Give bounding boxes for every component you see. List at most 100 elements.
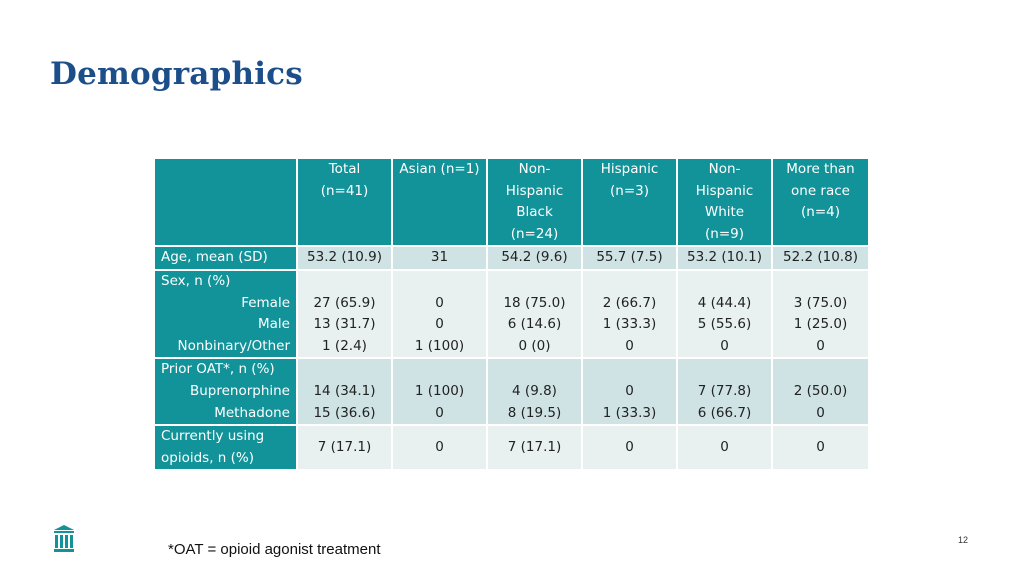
table-cell [298,270,393,293]
table-cell [298,359,393,381]
row-label: Age, mean (SD) [155,247,298,271]
footnote: *OAT = opioid agonist treatment [168,541,381,558]
col-header-nh-black: Non- Hispanic Black (n=24) [488,159,583,248]
table-row-methadone: Methadone 15 (36.6) 0 8 (19.5) 1 (33.3) … [155,402,868,427]
row-label: Methadone [155,402,298,427]
table-cell [393,359,488,381]
table-cell: 1 (33.3) [583,314,678,336]
col-header-total: Total (n=41) [298,159,393,248]
table-cell: 14 (34.1) [298,380,393,403]
table-cell: 5 (55.6) [678,314,773,336]
table-cell: 1 (25.0) [773,314,868,336]
table-cell [583,270,678,293]
col-header-line: (n=41) [320,182,369,199]
table-cell: 0 [678,426,773,470]
table-cell: 7 (17.1) [298,426,393,470]
table-row-age: Age, mean (SD) 53.2 (10.9) 31 54.2 (9.6)… [155,247,868,271]
table-row-nonbinary: Nonbinary/Other 1 (2.4) 1 (100) 0 (0) 0 … [155,335,868,360]
table-cell: 13 (31.7) [298,314,393,336]
header-corner [155,159,298,248]
table-cell [488,270,583,293]
table-cell [773,359,868,381]
table-cell: 2 (50.0) [773,380,868,403]
table-cell: 55.7 (7.5) [583,247,678,271]
col-header-hispanic: Hispanic (n=3) [583,159,678,248]
col-header-line: Asian (n=1) [399,161,480,177]
table-cell: 8 (19.5) [488,402,583,427]
page-number: 12 [958,535,969,545]
row-label: Buprenorphine [155,380,298,403]
col-header-line: Total [328,161,361,177]
col-header-line: Hispanic [505,182,564,199]
table-cell: 0 [678,335,773,360]
row-label-line: opioids, n (%) [161,449,254,466]
header-row: Total (n=41) Asian (n=1) Non- Hispanic B… [155,159,868,248]
row-label: Female [155,292,298,315]
page-title: Demographics [50,56,303,92]
table-cell: 7 (77.8) [678,380,773,403]
col-header-line: (n=9) [705,225,744,242]
table-cell [393,270,488,293]
col-header-asian: Asian (n=1) [393,159,488,248]
table-row-buprenorphine: Buprenorphine 14 (34.1) 1 (100) 4 (9.8) … [155,380,868,403]
table-row-oat: Prior OAT*, n (%) [155,359,868,381]
table-cell: 15 (36.6) [298,402,393,427]
demographics-table: Total (n=41) Asian (n=1) Non- Hispanic B… [155,159,868,470]
table-cell [773,270,868,293]
table-cell [583,359,678,381]
table-cell: 4 (44.4) [678,292,773,315]
table-cell: 0 [393,402,488,427]
table-cell: 0 [583,335,678,360]
col-header-line: (n=3) [610,182,649,199]
table-cell: 1 (100) [393,335,488,360]
row-label-line: Currently using [161,428,265,445]
table-cell: 0 [773,402,868,427]
col-header-line: (n=24) [510,225,559,242]
col-header-nh-white: Non- Hispanic White (n=9) [678,159,773,248]
table-cell: 52.2 (10.8) [773,247,868,271]
table-row-female: Female 27 (65.9) 0 18 (75.0) 2 (66.7) 4 … [155,292,868,315]
table-cell: 0 [583,380,678,403]
col-header-line: More than [786,161,855,177]
table-cell: 0 [583,426,678,470]
table-cell: 31 [393,247,488,271]
col-header-line: Hispanic [695,182,754,199]
col-header-line: Hispanic [600,161,659,177]
table-cell: 6 (14.6) [488,314,583,336]
table-cell: 6 (66.7) [678,402,773,427]
table-cell: 0 [393,314,488,336]
col-header-line: Black [516,204,553,221]
table-cell: 54.2 (9.6) [488,247,583,271]
col-header-line: one race [791,182,850,199]
col-header-multi-race: More than one race (n=4) [773,159,868,248]
table-cell [678,270,773,293]
table-cell [678,359,773,381]
table-cell: 0 [773,426,868,470]
table-cell: 1 (100) [393,380,488,403]
table-cell: 53.2 (10.1) [678,247,773,271]
table-cell [488,359,583,381]
col-header-line: White [704,204,745,221]
table-cell: 0 [773,335,868,360]
table-cell: 4 (9.8) [488,380,583,403]
col-header-line: Non- [518,161,551,177]
table-row-sex: Sex, n (%) [155,270,868,293]
col-header-line: Non- [708,161,741,177]
table-cell: 3 (75.0) [773,292,868,315]
table-row-currently-using: Currently using opioids, n (%) 7 (17.1) … [155,426,868,470]
row-label: Male [155,314,298,336]
row-label: Currently using opioids, n (%) [155,426,298,470]
table-cell: 0 [393,292,488,315]
table-cell: 1 (2.4) [298,335,393,360]
row-label: Nonbinary/Other [155,335,298,360]
table-cell: 0 (0) [488,335,583,360]
row-label: Prior OAT*, n (%) [155,359,298,381]
table-cell: 18 (75.0) [488,292,583,315]
table-cell: 0 [393,426,488,470]
table-cell: 7 (17.1) [488,426,583,470]
col-header-line: (n=4) [801,204,840,221]
table-cell: 53.2 (10.9) [298,247,393,271]
table-row-male: Male 13 (31.7) 0 6 (14.6) 1 (33.3) 5 (55… [155,314,868,336]
table-cell: 27 (65.9) [298,292,393,315]
columns-building-icon [54,525,74,552]
